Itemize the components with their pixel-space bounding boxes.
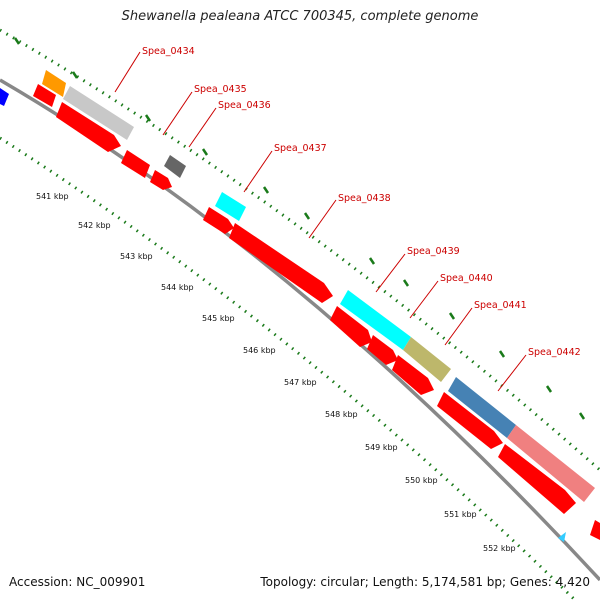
gene-label[interactable]: Spea_0438 [338,193,391,204]
kbp-label: 545 kbp [202,314,235,323]
forward-strand-features [0,70,595,542]
topology-text: Topology: circular; Length: 5,174,581 bp… [260,575,590,589]
cds-11[interactable] [498,444,576,514]
feature-sky-blue[interactable] [558,532,566,542]
cds-7[interactable] [330,306,372,347]
feature-light-gray[interactable] [63,86,134,140]
genome-backbone [0,78,600,582]
kbp-label: 552 kbp [483,544,516,553]
major-ticks [13,37,586,420]
feature-dark-gray[interactable] [164,155,186,178]
feature-salmon[interactable] [507,425,595,502]
gene-label[interactable]: Spea_0440 [440,273,493,284]
kbp-label: 547 kbp [284,378,317,387]
cds-6[interactable] [229,223,333,303]
kbp-label: 544 kbp [161,283,194,292]
cds-12[interactable] [590,520,600,540]
kbp-label: 543 kbp [120,252,153,261]
kbp-label: 541 kbp [36,192,69,201]
cds-10[interactable] [437,392,503,449]
kbp-label: 549 kbp [365,443,398,452]
map-title: Shewanella pealeana ATCC 700345, complet… [121,9,479,24]
cds-9[interactable] [392,355,434,395]
cds-8[interactable] [367,335,398,365]
cds-2[interactable] [56,102,121,152]
outer-tick-ring [0,28,600,472]
accession-text: Accession: NC_009901 [9,575,146,589]
gene-label[interactable]: Spea_0436 [218,100,271,111]
cds-5[interactable] [203,207,234,234]
kbp-label: 542 kbp [78,221,111,230]
gene-label[interactable]: Spea_0435 [194,84,247,95]
callout-lines [114,51,527,392]
kbp-label: 550 kbp [405,476,438,485]
feature-cyan-2[interactable] [340,290,411,350]
feature-blue[interactable] [0,88,9,106]
gene-labels: Spea_0434 Spea_0435 Spea_0436 Spea_0437 … [142,46,581,358]
gene-label[interactable]: Spea_0434 [142,46,195,57]
gene-label[interactable]: Spea_0441 [474,300,527,311]
gene-label[interactable]: Spea_0442 [528,347,581,358]
cds-1[interactable] [33,84,56,107]
kbp-labels: 541 kbp 542 kbp 543 kbp 544 kbp 545 kbp … [36,192,516,553]
feature-cyan-1[interactable] [215,192,246,221]
gene-label[interactable]: Spea_0437 [274,143,327,154]
cds-features [33,84,600,540]
cds-4[interactable] [150,170,172,190]
feature-orange[interactable] [42,70,66,97]
feature-steel-blue[interactable] [448,377,516,438]
feature-olive[interactable] [403,337,451,382]
kbp-label: 551 kbp [444,510,477,519]
inner-tick-ring [0,136,577,600]
kbp-label: 548 kbp [325,410,358,419]
kbp-label: 546 kbp [243,346,276,355]
cds-3[interactable] [121,150,150,178]
gene-label[interactable]: Spea_0439 [407,246,460,257]
